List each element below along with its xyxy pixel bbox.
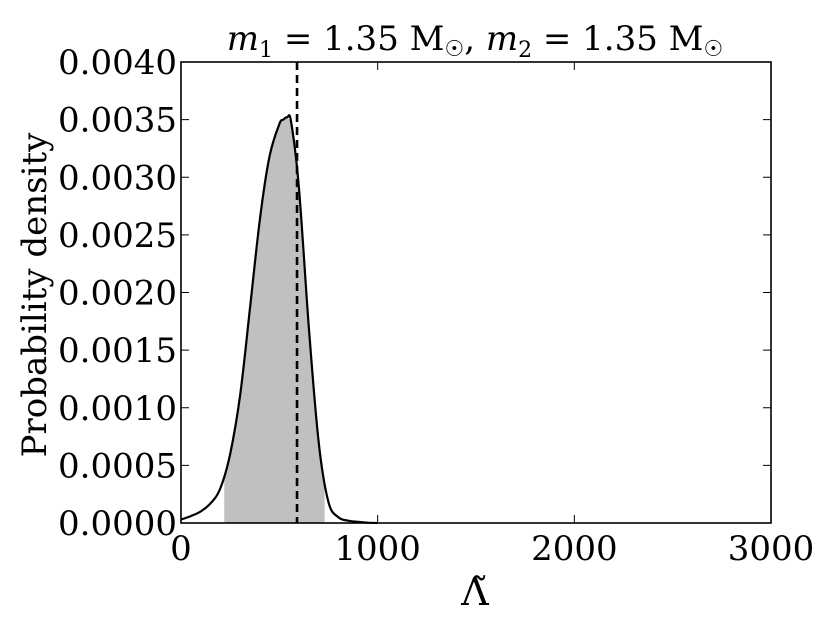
y-tick-label: 0.0035 [58,101,177,141]
y-tick-label: 0.0015 [58,331,177,371]
y-tick-label: 0.0000 [58,504,177,544]
credible-interval-fill [224,117,325,524]
y-axis-label: Probability density [15,132,55,457]
x-tick-label: 3000 [728,529,815,569]
y-tick-label: 0.0005 [58,446,177,486]
y-tick-label: 0.0040 [58,43,177,83]
x-tick-label: 1000 [334,529,421,569]
plot-area: 0 1000 2000 3000 0.0000 0.0005 0.0010 0.0015 0.0… [58,43,814,569]
y-tick-label: 0.0030 [58,158,177,198]
x-tick-label: 0 [170,529,192,569]
chart-title: m1 = 1.35 M☉, m2 = 1.35 M☉ [227,19,723,63]
y-tick-label: 0.0010 [58,389,177,429]
y-tick-label: 0.0025 [58,216,177,256]
x-axis-label: Λ̃ [460,570,489,614]
density-curve [180,114,378,525]
x-tick-label: 2000 [531,529,618,569]
y-tick-label: 0.0020 [58,274,177,314]
